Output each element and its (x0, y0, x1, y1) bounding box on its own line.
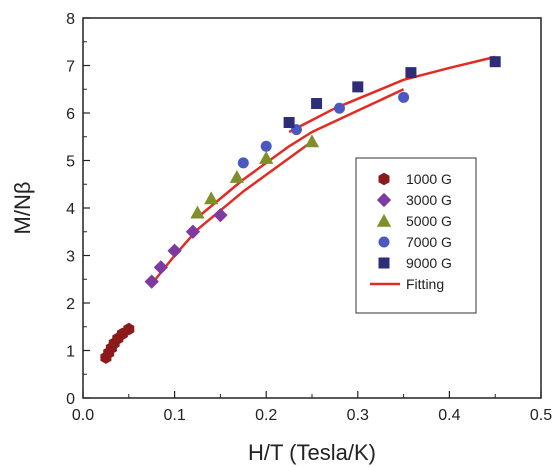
data-point (405, 67, 417, 79)
legend-label: Fitting (406, 276, 444, 292)
data-point (204, 191, 219, 205)
y-tick-label: 4 (66, 201, 75, 218)
legend-label: 7000 G (406, 234, 452, 250)
data-point (283, 117, 295, 128)
data-point (259, 150, 274, 164)
x-tick-label: 0.3 (347, 407, 369, 424)
data-point (153, 260, 169, 275)
y-tick-label: 7 (66, 59, 75, 76)
data-point (260, 140, 272, 152)
y-tick-label: 5 (66, 154, 75, 171)
data-point (229, 169, 245, 183)
legend-marker (378, 257, 390, 269)
x-axis-label: H/T (Tesla/K) (248, 440, 376, 465)
data-point (237, 157, 249, 169)
y-tick-label: 2 (66, 296, 75, 313)
legend-box (355, 157, 477, 314)
y-tick-label: 6 (66, 106, 75, 123)
data-point (304, 134, 320, 148)
y-tick-label: 1 (66, 344, 75, 361)
legend-marker (378, 172, 390, 186)
legend-label: 3000 G (406, 192, 452, 208)
x-tick-label: 0.5 (530, 407, 552, 424)
x-tick-label: 0.0 (72, 407, 94, 424)
data-point (167, 243, 182, 258)
data-point (213, 207, 228, 223)
legend-marker (376, 213, 392, 227)
legend: 1000 G 3000 G 5000 G 7000 G 9000 G Fitting (355, 157, 477, 314)
legend-marker (378, 236, 390, 248)
data-point (352, 81, 364, 93)
data-point (185, 224, 201, 239)
data-point (144, 274, 159, 289)
y-tick-label: 0 (66, 391, 75, 408)
fitting-line (150, 140, 313, 285)
data-point (311, 98, 323, 109)
y-axis-label: M/Nβ (10, 182, 35, 235)
legend-marker (376, 192, 392, 208)
fitting-line (196, 88, 405, 219)
data-point (123, 322, 135, 336)
data-point (398, 91, 410, 103)
legend-label: 9000 G (406, 255, 452, 271)
data-point (333, 102, 345, 114)
fitting-line (288, 55, 496, 134)
legend-label: 1000 G (406, 171, 452, 187)
x-tick-label: 0.2 (255, 407, 277, 424)
data-markers (100, 56, 501, 364)
y-tick-label: 8 (66, 11, 75, 28)
axis-ticks: 0.0 0.1 0.2 0.3 0.4 0.5 0 1 2 3 4 5 6 7 8 (66, 11, 552, 424)
x-tick-label: 0.1 (163, 407, 185, 424)
y-tick-label: 3 (66, 249, 75, 266)
data-point (190, 205, 205, 219)
legend-label: 5000 G (406, 213, 452, 229)
x-tick-label: 0.4 (438, 407, 460, 424)
data-point (489, 56, 501, 68)
